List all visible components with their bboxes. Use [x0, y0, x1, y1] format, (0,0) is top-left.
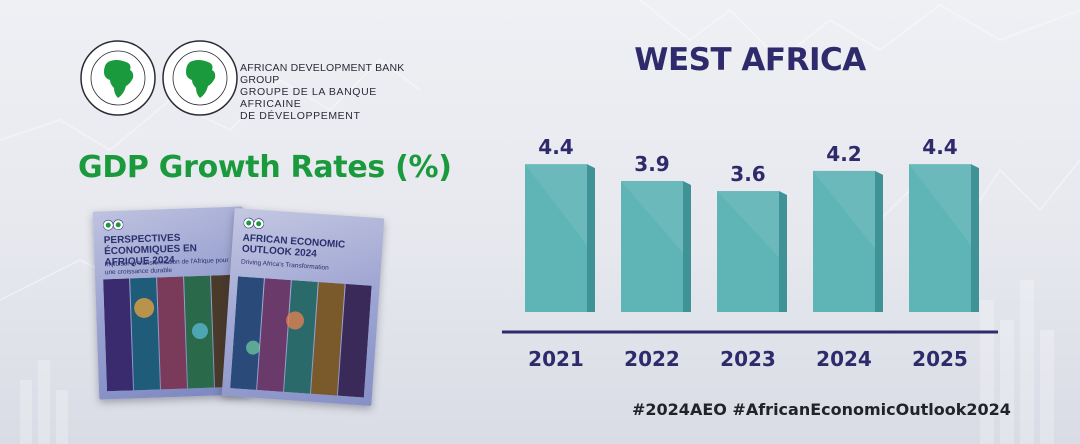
bar-face [909, 164, 971, 312]
bar-chart: 4.4 2021 3.9 2022 3.6 2023 4.2 2024 4.4 2025 [502, 135, 998, 371]
x-tick-2022: 2022 [624, 347, 680, 371]
cover-subtitle: Impulser la transformation de l'Afrique … [104, 256, 229, 277]
bar-side [779, 191, 787, 312]
adf-seal-icon [162, 40, 238, 116]
hashtags: #2024AEO #AfricanEconomicOutlook2024 [632, 400, 1011, 419]
bar-face [813, 170, 875, 312]
bar-2021 [525, 164, 595, 312]
afdb-seal-icon [80, 40, 156, 116]
data-label-2022: 3.9 [634, 152, 669, 176]
bar-2025 [909, 164, 979, 312]
bar-side [875, 170, 883, 312]
chart-title: WEST AFRICA [634, 42, 866, 78]
bar-side [971, 164, 979, 312]
data-label-2021: 4.4 [538, 135, 573, 159]
x-tick-2024: 2024 [816, 347, 872, 371]
logo-line-3: DE DÉVELOPPEMENT [240, 110, 361, 122]
cover-logo-icon [243, 217, 265, 230]
cover-artwork [103, 274, 241, 392]
bar-highlight [813, 170, 875, 249]
bar-face [525, 164, 587, 312]
data-label-2024: 4.2 [826, 142, 861, 166]
bar-side [587, 164, 595, 312]
logo-text: AFRICAN DEVELOPMENT BANK GROUP GROUPE DE… [240, 62, 438, 122]
logo-line-2: GROUPE DE LA BANQUE AFRICAINE [240, 86, 377, 110]
x-tick-2025: 2025 [912, 347, 968, 371]
data-label-2023: 3.6 [730, 162, 765, 186]
report-cover-english: AFRICAN ECONOMIC OUTLOOK 2024 Driving Af… [221, 207, 385, 407]
bar-side [683, 180, 691, 312]
x-tick-2021: 2021 [528, 347, 584, 371]
headline: GDP Growth Rates (%) [78, 150, 452, 185]
data-label-2025: 4.4 [922, 135, 957, 159]
bar-face [621, 180, 683, 312]
bar-2023 [717, 191, 787, 312]
bar-face [717, 191, 779, 312]
afdb-logo: AFRICAN DEVELOPMENT BANK GROUP GROUPE DE… [78, 38, 438, 122]
bar-2024 [813, 170, 883, 312]
logo-line-1: AFRICAN DEVELOPMENT BANK GROUP [240, 62, 405, 86]
bar-2022 [621, 180, 691, 312]
bar-highlight [717, 191, 779, 258]
x-tick-2023: 2023 [720, 347, 776, 371]
cover-logo-icon [103, 219, 124, 231]
cover-artwork [230, 276, 372, 398]
